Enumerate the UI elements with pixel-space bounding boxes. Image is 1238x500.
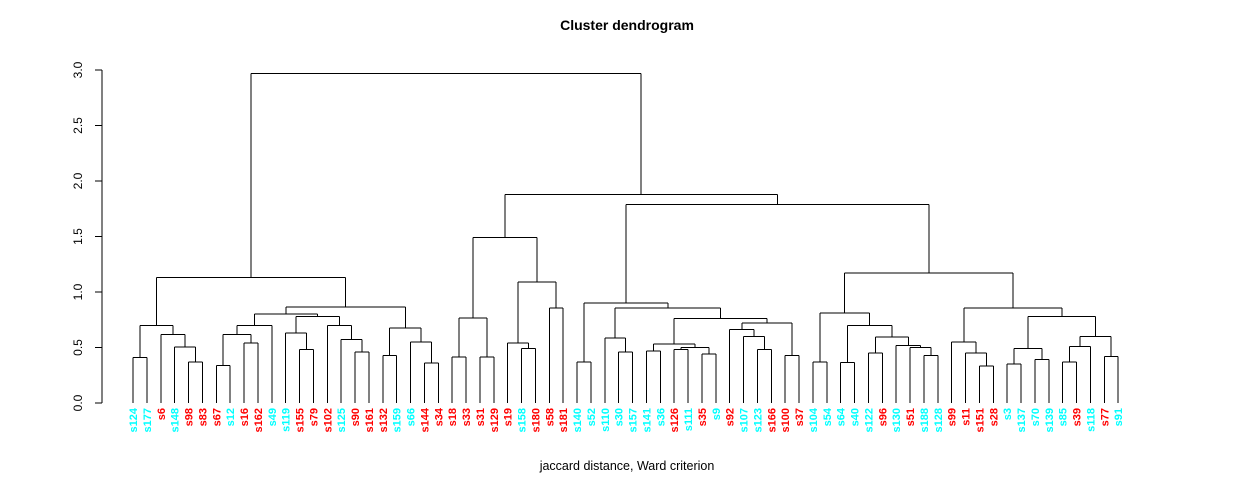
dendrogram-tree [132,72,1119,403]
leaf-label: s132 [378,408,390,432]
leaf-label: s12 [225,408,237,426]
leaf-label: s39 [1072,408,1084,426]
leaf-label: s151 [974,408,986,432]
leaf-label: s6 [156,408,168,420]
leaf-label: s16 [239,408,251,426]
leaf-label: s141 [641,408,653,432]
x-axis-label: jaccard distance, Ward criterion [539,459,715,473]
leaf-label: s77 [1099,408,1111,426]
y-tick-label: 3.0 [71,61,85,78]
leaf-label: s129 [489,408,501,432]
y-tick-label: 2.0 [71,172,85,189]
leaf-label: s181 [558,408,570,432]
leaf-label: s64 [836,407,848,426]
leaf-label: s31 [475,408,487,426]
leaf-label: s104 [808,407,820,432]
leaf-label: s148 [170,408,182,432]
leaf-label: s19 [503,408,515,426]
leaf-label: s90 [350,408,362,426]
leaf-label: s28 [988,408,1000,426]
leaf-label: s126 [669,408,681,432]
leaf-label: s11 [961,408,973,426]
leaf-label: s161 [364,408,376,432]
y-axis: 0.0 0.5 1.0 1.5 2.0 2.5 3.0 [71,61,103,411]
leaf-label: s34 [433,407,445,426]
leaf-label: s122 [863,408,875,432]
leaf-label: s51 [905,408,917,426]
y-tick-label: 1.5 [71,228,85,245]
leaf-label: s35 [697,408,709,426]
leaf-label: s52 [586,408,598,426]
leaf-label: s140 [572,408,584,432]
leaf-label: s54 [822,407,834,426]
leaf-label: s119 [281,408,293,432]
leaf-label: s137 [1016,408,1028,432]
leaf-label: s91 [1113,408,1125,426]
leaf-label: s111 [683,408,695,431]
leaf-label: s36 [655,408,667,426]
leaf-label: s139 [1044,408,1056,432]
leaf-label: s158 [517,408,529,432]
leaf-label: s58 [544,408,556,426]
leaf-labels: s124 s177 s6 s148 s98 s83 s67 s12 s16 s162 s49 s119… [128,407,1125,432]
leaf-label: s180 [530,408,542,432]
leaf-label: s49 [267,408,279,426]
y-tick-label: 1.0 [71,283,85,300]
leaf-label: s130 [891,408,903,432]
leaf-label: s30 [614,408,626,426]
leaf-label: s66 [406,408,418,426]
leaf-label: s18 [447,408,459,426]
leaf-label: s155 [295,408,307,432]
leaf-label: s110 [600,408,612,432]
chart-title: Cluster dendrogram [560,17,694,33]
leaf-label: s123 [752,408,764,432]
leaf-label: s107 [739,408,751,432]
leaf-label: s124 [128,407,140,432]
leaf-label: s67 [211,408,223,426]
leaf-label: s188 [919,408,931,432]
leaf-label: s166 [766,408,778,432]
leaf-label: s159 [392,408,404,432]
leaf-label: s98 [184,408,196,426]
leaf-label: s100 [780,408,792,432]
leaf-label: s83 [197,408,209,426]
leaf-label: s144 [419,407,431,432]
y-tick-label: 0.0 [71,394,85,411]
leaf-label: s70 [1030,408,1042,426]
leaf-label: s92 [725,408,737,426]
y-tick-label: 2.5 [71,117,85,134]
leaf-label: s99 [947,408,959,426]
leaf-label: s85 [1058,408,1070,426]
leaf-label: s157 [628,408,640,432]
leaf-label: s9 [711,408,723,420]
leaf-label: s128 [933,408,945,432]
leaf-label: s40 [850,408,862,426]
y-tick-label: 0.5 [71,339,85,356]
leaf-label: s118 [1085,408,1097,432]
leaf-label: s125 [336,408,348,432]
leaf-label: s3 [1002,408,1014,420]
leaf-label: s33 [461,408,473,426]
leaf-label: s162 [253,408,265,432]
leaf-label: s79 [308,408,320,426]
leaf-label: s96 [877,408,889,426]
leaf-label: s37 [794,408,806,426]
leaf-label: s177 [142,408,154,432]
leaf-label: s102 [322,408,334,432]
